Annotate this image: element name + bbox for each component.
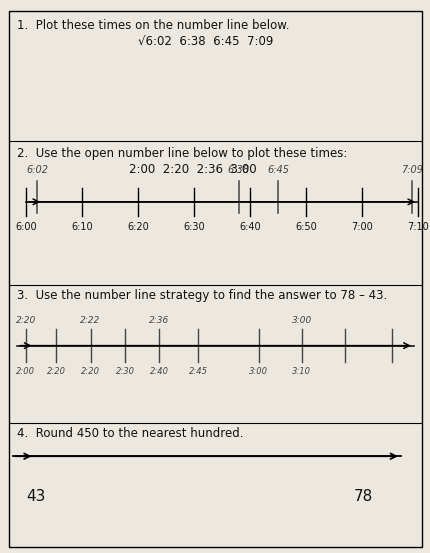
Text: 6:40: 6:40 — [239, 222, 260, 232]
Text: 6:50: 6:50 — [295, 222, 316, 232]
Text: 2:36: 2:36 — [149, 316, 169, 325]
Text: 2.  Use the open number line below to plot these times:: 2. Use the open number line below to plo… — [17, 147, 347, 160]
Text: 7:10: 7:10 — [406, 222, 428, 232]
Text: 2:45: 2:45 — [188, 367, 207, 375]
Text: 78: 78 — [353, 489, 372, 504]
Text: √6:02  6:38  6:45  7:09: √6:02 6:38 6:45 7:09 — [138, 36, 273, 49]
Text: 6:30: 6:30 — [183, 222, 204, 232]
Text: 3:00: 3:00 — [291, 316, 311, 325]
Text: 6:38: 6:38 — [227, 165, 249, 175]
Text: 2:22: 2:22 — [80, 316, 100, 325]
Text: 6:45: 6:45 — [266, 165, 289, 175]
Text: 2:20: 2:20 — [46, 367, 65, 375]
Text: 2:20: 2:20 — [81, 367, 100, 375]
Text: 2:40: 2:40 — [150, 367, 169, 375]
Text: 3.  Use the number line strategy to find the answer to 78 – 43.: 3. Use the number line strategy to find … — [17, 289, 387, 302]
Text: 43: 43 — [26, 489, 45, 504]
Text: 4.  Round 450 to the nearest hundred.: 4. Round 450 to the nearest hundred. — [17, 427, 243, 440]
Text: 3:10: 3:10 — [292, 367, 310, 375]
Text: 2:30: 2:30 — [115, 367, 134, 375]
Text: 2:20: 2:20 — [16, 316, 36, 325]
Text: 6:00: 6:00 — [15, 222, 37, 232]
Text: 6:10: 6:10 — [71, 222, 92, 232]
Text: 2:00  2:20  2:36  3:00: 2:00 2:20 2:36 3:00 — [129, 163, 256, 176]
Text: 2:00: 2:00 — [16, 367, 35, 375]
Text: 6:02: 6:02 — [26, 165, 48, 175]
Text: 6:20: 6:20 — [127, 222, 148, 232]
Text: 1.  Plot these times on the number line below.: 1. Plot these times on the number line b… — [17, 19, 289, 33]
Text: 7:00: 7:00 — [350, 222, 372, 232]
Text: 7:09: 7:09 — [400, 165, 422, 175]
Text: 3:00: 3:00 — [249, 367, 267, 375]
